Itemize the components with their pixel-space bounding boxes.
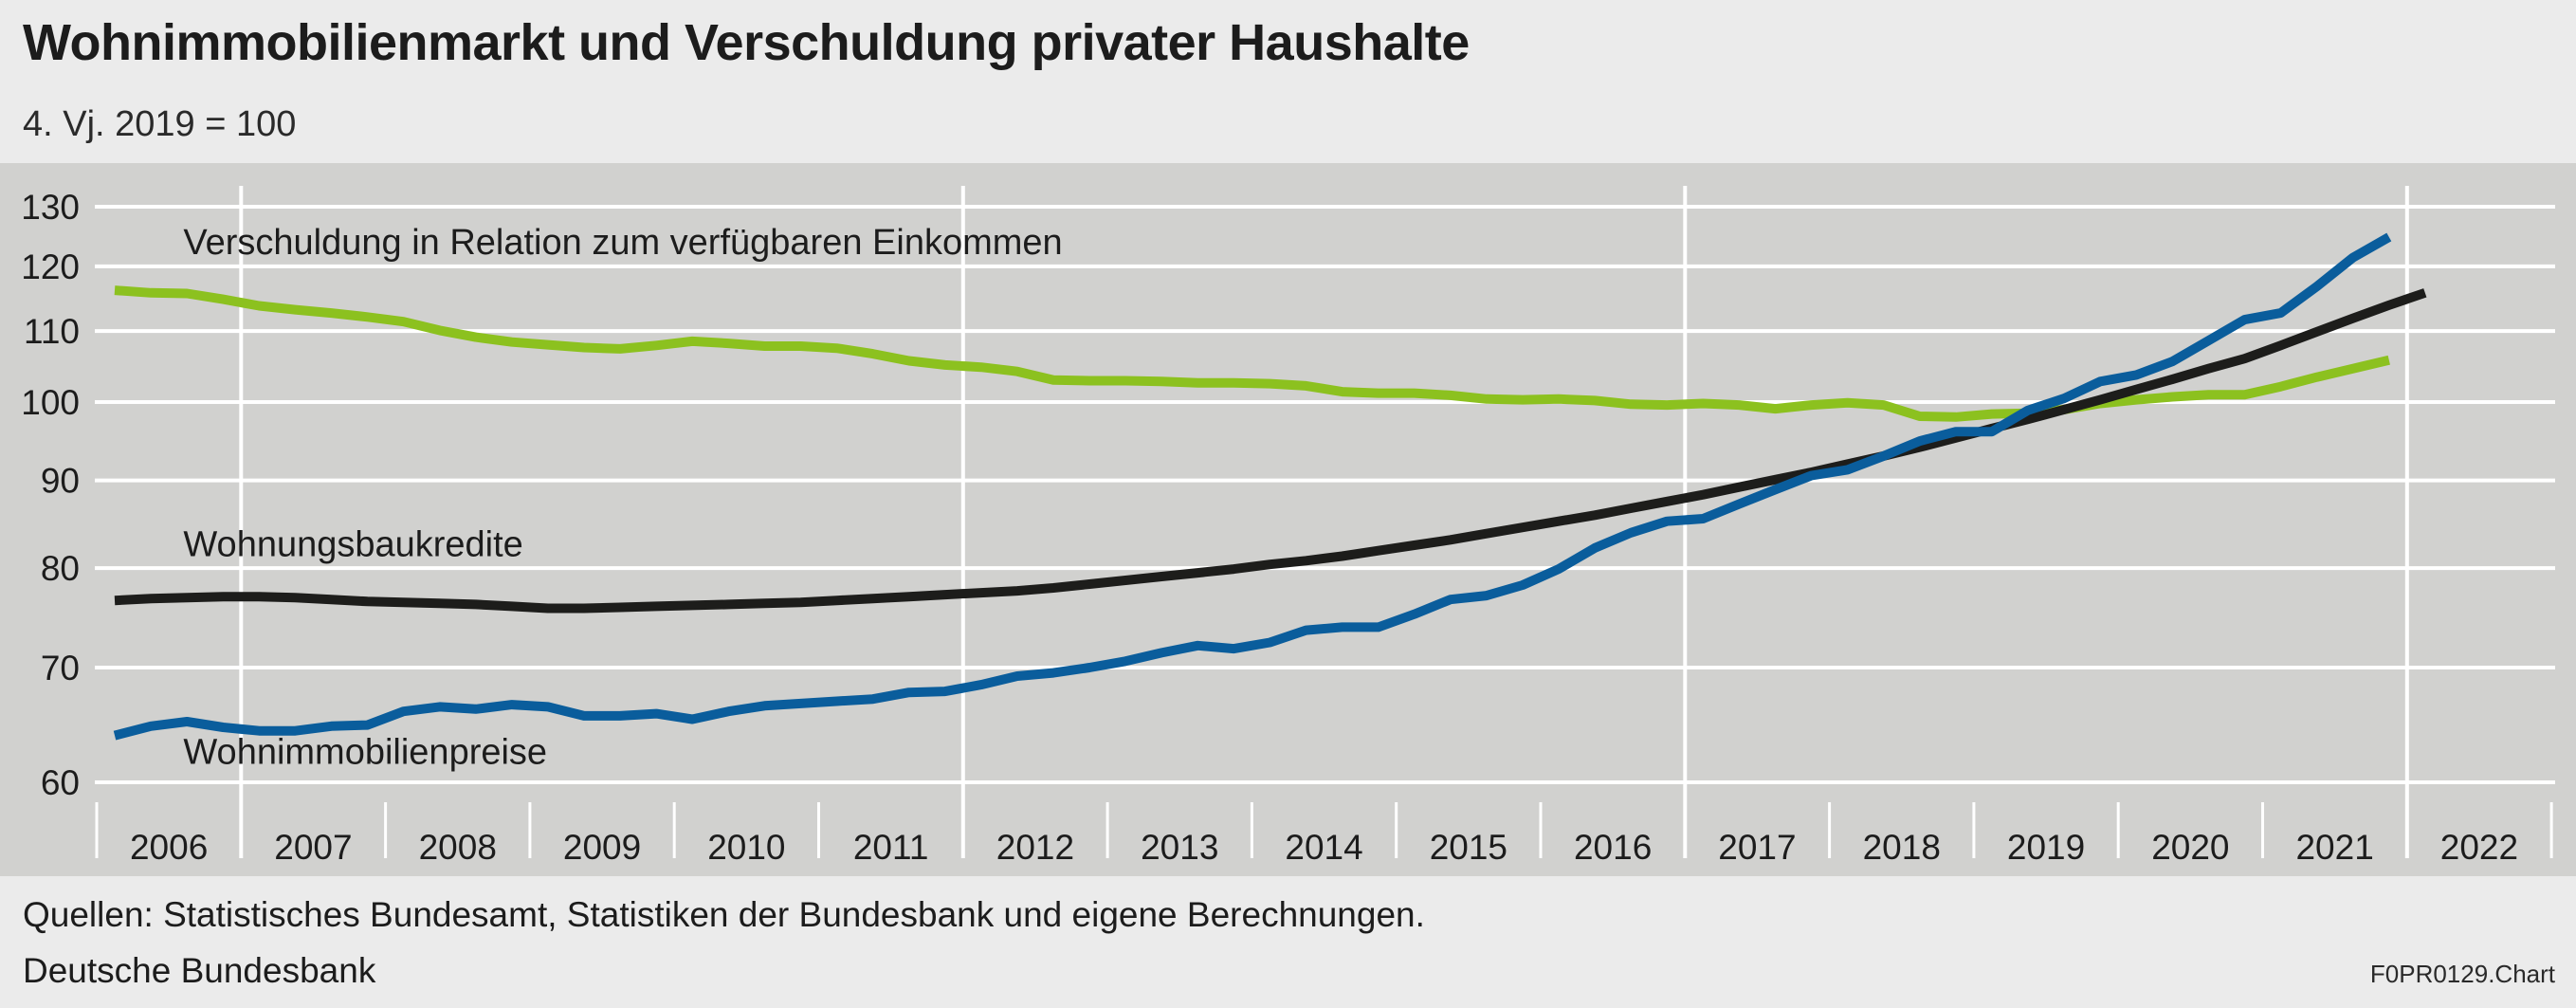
axis-layer: 60 70 80 90 100 110 120 130 2006 2007 2008 2009 2010… (21, 188, 2553, 867)
publisher-name: Deutsche Bundesbank (23, 951, 376, 990)
plot-area-background (0, 163, 2576, 876)
x-tick-label: 2006 (130, 828, 208, 867)
x-tick-label: 2017 (1718, 828, 1796, 867)
y-tick-label: 120 (21, 247, 80, 286)
x-tick-label: 2009 (563, 828, 641, 867)
y-tick-label: 110 (24, 312, 80, 351)
source-note: Quellen: Statistisches Bundesamt, Statis… (23, 895, 1425, 934)
y-tick-label: 130 (21, 188, 80, 227)
y-tick-label: 80 (41, 549, 80, 588)
x-tick-label: 2011 (853, 828, 929, 867)
series-line-wohnimmobilienpreise (113, 232, 2392, 741)
series-label: Wohnungsbaukredite (183, 524, 522, 564)
x-tick-label: 2019 (2007, 828, 2085, 867)
x-tick-label: 2016 (1574, 828, 1652, 867)
x-tick-label: 2013 (1141, 828, 1218, 867)
y-tick-label: 90 (41, 462, 80, 501)
x-tick-label: 2015 (1430, 828, 1507, 867)
x-tick-label: 2010 (707, 828, 785, 867)
x-tick-label: 2022 (2440, 828, 2518, 867)
chart-code: F0PR0129.Chart (2369, 960, 2555, 988)
y-tick-label: 100 (21, 383, 80, 422)
x-tick-label: 2018 (1863, 828, 1941, 867)
x-tick-label: 2014 (1285, 828, 1362, 867)
chart-title: Wohnimmobilienmarkt und Verschuldung pri… (23, 14, 1470, 71)
x-tick-label: 2021 (2295, 828, 2373, 867)
x-tick-label: 2007 (274, 828, 352, 867)
y-tick-label: 70 (41, 649, 80, 687)
x-tick-label: 2020 (2151, 828, 2229, 867)
x-tick-label: 2012 (996, 828, 1074, 867)
annotation-layer: Verschuldung in Relation zum verfügbaren… (183, 223, 1062, 773)
series-label: Verschuldung in Relation zum verfügbaren… (183, 223, 1062, 263)
series-layer (113, 232, 2427, 741)
series-line-verschuldung (114, 285, 2390, 422)
line-chart: 60 70 80 90 100 110 120 130 2006 2007 2008 2009 2010… (0, 163, 2576, 876)
y-tick-label: 60 (41, 763, 80, 802)
x-tick-label: 2008 (419, 828, 497, 867)
chart-subtitle: 4. Vj. 2019 = 100 (23, 104, 297, 144)
series-label: Wohnimmobilienpreise (183, 733, 547, 773)
series-line-wohnungsbaukredite (114, 288, 2427, 614)
